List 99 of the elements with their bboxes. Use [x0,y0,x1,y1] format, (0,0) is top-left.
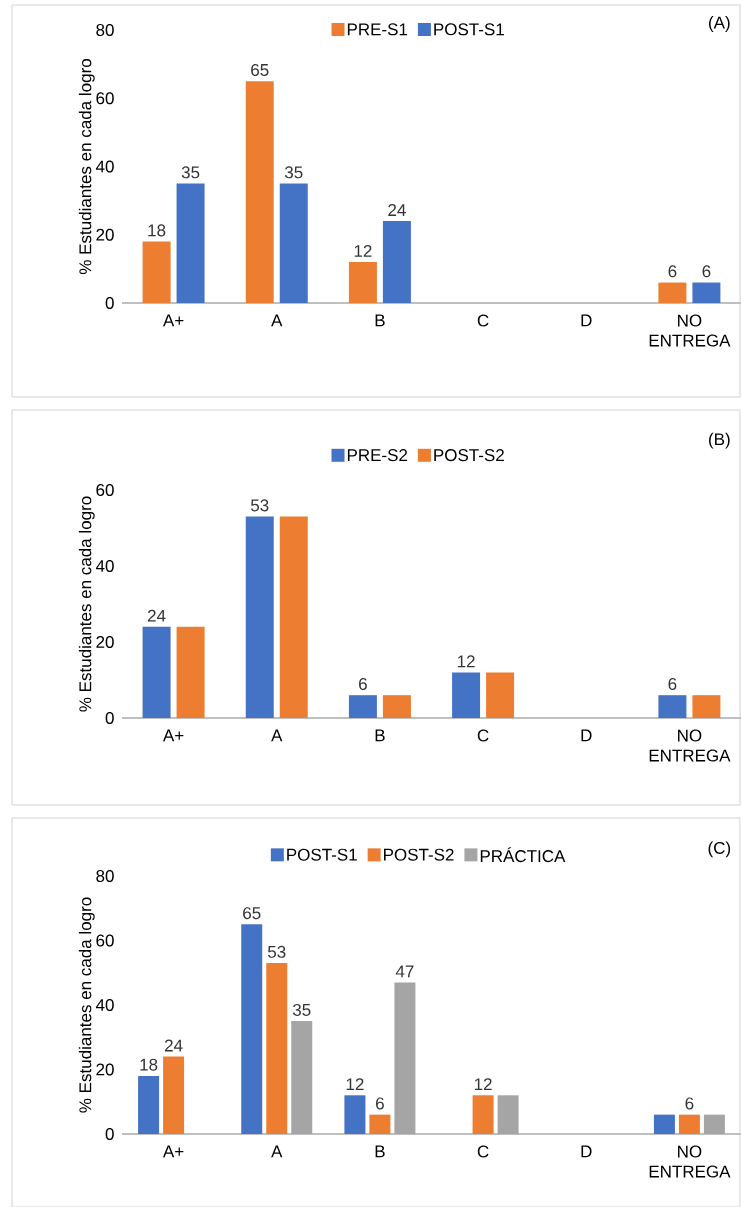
bar [348,695,377,718]
bar [245,516,274,718]
data-label: 53 [250,499,269,512]
bar [658,282,687,303]
bar [658,695,687,718]
data-label: 6 [359,677,367,690]
bar [497,1095,519,1134]
bar [138,1075,160,1134]
data-label: 53 [267,945,286,958]
bar [692,282,721,303]
y-tick-label: 40 [95,160,114,173]
data-label: 24 [388,204,406,216]
y-tick-label: 0 [105,711,114,725]
bar [279,183,308,303]
data-label: 24 [147,609,166,622]
legend-label: PRÁCTICA [480,847,566,863]
x-tick-label: A+ [162,314,184,327]
y-tick-label: 0 [105,296,114,310]
y-tick-label: 80 [96,869,114,883]
y-tick-label: 20 [96,228,114,241]
bar [163,1056,185,1134]
x-tick-label: A [271,1145,283,1158]
chart-title: (B) [709,432,730,449]
bar [176,183,205,303]
x-tick-label: NO ENTREGA [649,1145,731,1178]
bar [692,695,721,718]
y-axis-title: % Estudiantes en cada logro [78,59,95,275]
bar [394,982,416,1134]
bar [369,1114,391,1134]
bar [291,1021,313,1134]
x-tick-label: C [477,1145,489,1158]
bar [653,1114,675,1134]
legend-label: PRE-S2 [347,449,408,462]
data-label: 6 [702,265,711,278]
data-label: 18 [140,1058,158,1071]
x-tick-label: C [477,314,489,327]
data-label: 12 [457,655,475,668]
x-tick-label: D [581,314,592,327]
y-tick-label: 20 [96,1063,114,1076]
x-tick-label: B [375,314,385,327]
y-tick-label: 60 [96,934,114,947]
data-label: 35 [181,166,200,179]
x-tick-label: A+ [162,1145,184,1158]
bar [452,672,481,718]
y-tick-label: 80 [96,23,114,37]
x-tick-label: NO ENTREGA [649,314,731,347]
bar [142,241,171,303]
legend-label: POST-S2 [384,848,454,861]
data-label: 65 [251,63,269,76]
bar [344,1095,366,1134]
data-label: 12 [354,244,372,257]
bar [241,924,263,1134]
data-label: 6 [685,1097,694,1110]
x-tick-label: B [375,1145,385,1158]
bar [176,626,205,718]
legend-label: POST-S1 [434,23,504,36]
chart-title: (C) [708,841,731,858]
data-label: 6 [668,265,677,278]
chart-title: (A) [709,16,730,32]
bar [382,221,411,303]
bar [703,1114,725,1134]
bar [486,672,515,718]
bar [142,626,171,718]
x-tick-label: NO ENTREGA [649,729,731,762]
legend-label: POST-S1 [287,848,357,861]
legend-label: POST-S2 [434,449,504,462]
x-tick-label: A+ [162,729,184,742]
bar [266,963,288,1134]
x-tick-label: B [375,729,385,742]
legend-label: PRE-S1 [347,23,408,36]
y-tick-label: 60 [96,92,114,105]
y-tick-label: 60 [96,483,114,497]
bar [678,1114,700,1134]
bar [279,516,308,718]
x-tick-label: C [477,729,489,742]
y-tick-label: 40 [95,559,114,573]
x-tick-label: A [271,729,283,742]
y-axis-title: % Estudiantes en cada logro [78,897,95,1113]
data-label: 12 [346,1078,364,1091]
bar [348,262,377,303]
data-label: 65 [243,907,261,920]
y-tick-label: 0 [105,1127,114,1141]
x-tick-label: A [271,314,283,327]
data-label: 47 [395,965,414,978]
x-tick-label: D [581,1145,592,1158]
data-label: 6 [376,1097,384,1110]
data-label: 35 [292,1003,311,1016]
data-label: 24 [164,1039,183,1052]
x-tick-label: D [581,729,592,742]
data-label: 35 [284,166,303,179]
bar [382,695,411,718]
y-tick-label: 40 [95,998,114,1012]
data-label: 6 [668,677,677,690]
data-label: 12 [474,1078,492,1091]
bar [472,1095,494,1134]
data-label: 18 [148,224,166,237]
bar [245,81,274,303]
y-axis-title: % Estudiantes en cada logro [78,496,95,712]
y-tick-label: 20 [96,635,114,649]
